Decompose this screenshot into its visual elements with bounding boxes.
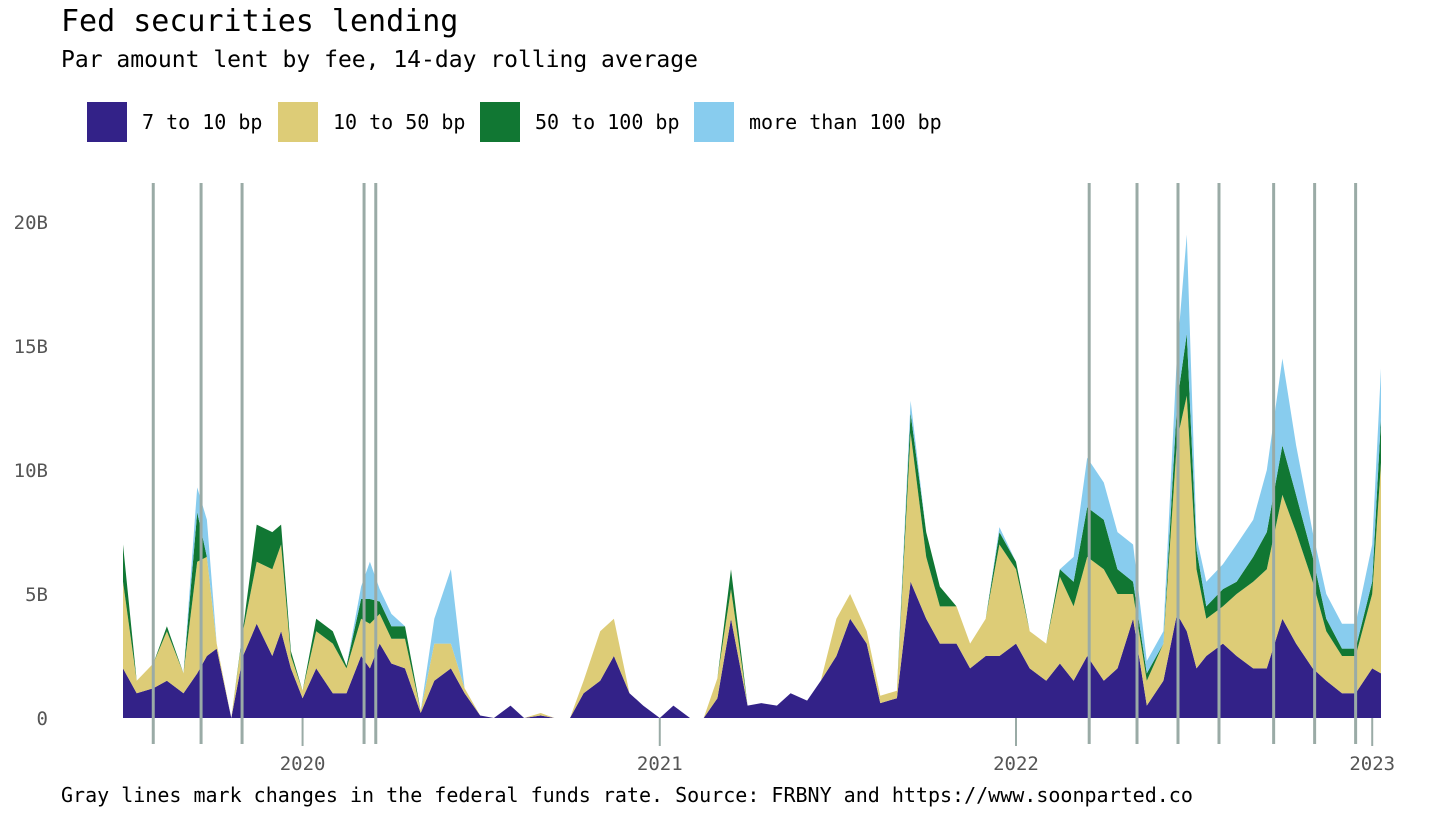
chart-subtitle: Par amount lent by fee, 14-day rolling a… bbox=[61, 47, 698, 73]
legend-label: 10 to 50 bp bbox=[333, 110, 466, 134]
area-series-1 bbox=[123, 581, 1381, 718]
legend-label: more than 100 bp bbox=[749, 110, 942, 134]
chart-footer-note: Gray lines mark changes in the federal f… bbox=[61, 783, 1193, 807]
legend-swatch bbox=[278, 102, 318, 142]
y-tick-label: 5B bbox=[25, 584, 48, 606]
y-tick-label: 20B bbox=[14, 212, 48, 234]
legend-swatch bbox=[694, 102, 734, 142]
legend-swatch bbox=[480, 102, 520, 142]
chart-title: Fed securities lending bbox=[61, 4, 459, 39]
area-series-2 bbox=[123, 395, 1381, 718]
y-tick-label: 10B bbox=[14, 460, 48, 482]
legend-swatch bbox=[87, 102, 127, 142]
x-tick-label: 2020 bbox=[280, 753, 326, 775]
x-tick-label: 2021 bbox=[637, 753, 683, 775]
legend-label: 7 to 10 bp bbox=[142, 110, 263, 134]
x-tick-label: 2022 bbox=[993, 753, 1039, 775]
x-tick-label: 2023 bbox=[1349, 753, 1395, 775]
legend-label: 50 to 100 bp bbox=[535, 110, 680, 134]
y-tick-label: 15B bbox=[14, 336, 48, 358]
y-tick-label: 0 bbox=[37, 708, 48, 730]
